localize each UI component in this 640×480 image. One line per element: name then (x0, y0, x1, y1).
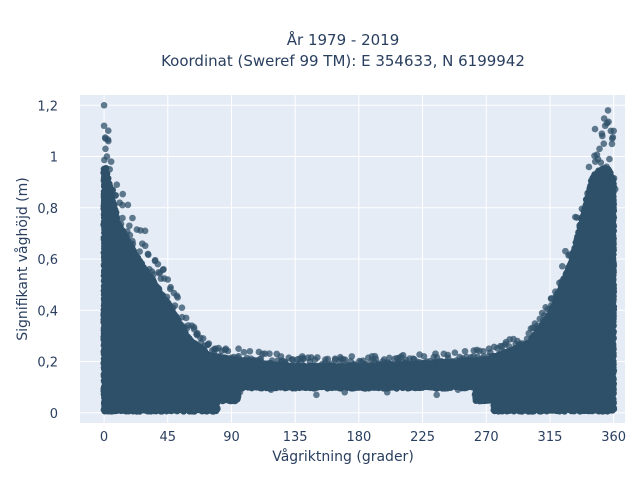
chart-title-line2: Koordinat (Sweref 99 TM): E 354633, N 61… (161, 52, 525, 70)
chart-title-line1: År 1979 - 2019 (287, 30, 400, 49)
data-points (100, 101, 619, 415)
